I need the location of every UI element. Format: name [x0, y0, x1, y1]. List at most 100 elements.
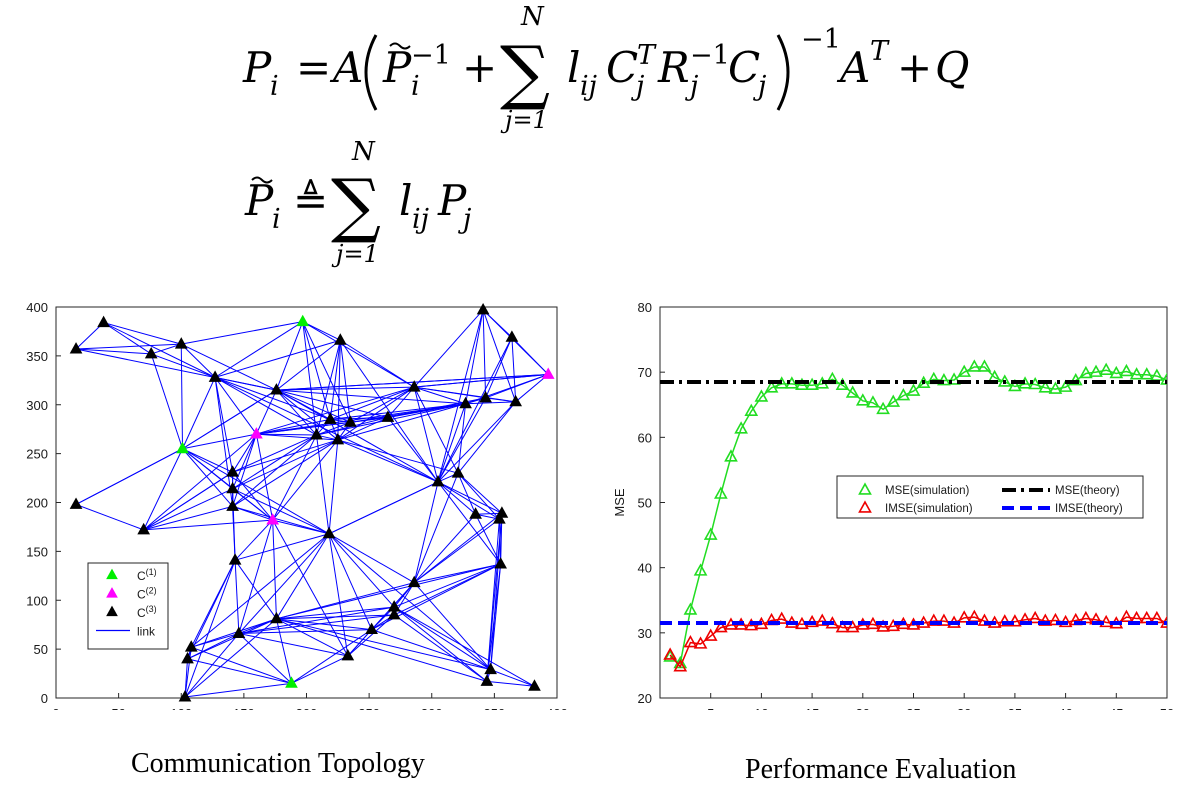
link-line [184, 682, 292, 698]
x-tick-label: 10 [754, 706, 768, 710]
link-line [184, 658, 189, 698]
link-line [414, 373, 549, 388]
y-tick-label: 150 [26, 544, 48, 559]
legend-c2-marker [106, 587, 118, 598]
imse-simulation-point [815, 613, 830, 626]
eq2-def: ≜ [293, 176, 328, 225]
imse-simulation-point [693, 636, 708, 649]
node-c3-marker [208, 370, 222, 382]
mse-simulation-point [835, 377, 850, 390]
mse-simulation-point [1048, 381, 1063, 394]
link-line [485, 397, 516, 403]
link-line [256, 418, 331, 435]
link-line [393, 606, 491, 671]
imse-simulation-point [1028, 610, 1043, 624]
link-line [182, 389, 277, 450]
node-c3-marker [407, 575, 421, 588]
link-line [330, 403, 466, 420]
link-line [143, 505, 233, 531]
link-line [256, 386, 415, 435]
mse-simulation-point [1119, 363, 1134, 377]
eq1-c: C [606, 43, 638, 92]
link-line [291, 655, 349, 684]
link-line [276, 582, 415, 620]
link-line [151, 343, 182, 355]
link-line [232, 433, 257, 507]
link-line [316, 421, 351, 436]
node-c2-marker [541, 367, 555, 379]
mse-simulation-point [693, 563, 708, 576]
legend-link-label: link [137, 625, 156, 639]
eq1-a2-sup: T [870, 36, 890, 67]
link-line [75, 448, 183, 505]
y-tick-label: 300 [26, 398, 48, 413]
eq1-ptilde-sub: i [411, 71, 420, 102]
mse-simulation-point [1038, 380, 1053, 393]
link-line [232, 439, 339, 507]
node-c3-marker [493, 512, 506, 524]
imse-simulation-point [713, 620, 728, 633]
y-tick-label: 200 [26, 496, 48, 511]
x-tick-label: 100 [170, 706, 192, 710]
mse-simulation-point [906, 383, 921, 396]
mse-simulation-point [1008, 378, 1022, 392]
mse-simulation-point [1089, 364, 1103, 377]
eq1-ptilde: P [382, 43, 412, 92]
mse-simulation-point [1129, 367, 1144, 380]
y-axis-label: MSE [612, 488, 627, 517]
link-line [328, 533, 395, 608]
x-tick-label: 25 [906, 706, 920, 710]
link-line [498, 519, 502, 565]
link-line [103, 322, 216, 378]
node-c3-marker [333, 333, 347, 345]
link-line [182, 448, 233, 507]
mse-simulation-point [886, 394, 901, 407]
link-line [437, 309, 484, 483]
link-line [413, 512, 503, 584]
link-line [256, 433, 338, 441]
node-c3-marker [144, 346, 158, 359]
x-tick-label: 400 [546, 706, 568, 710]
mse-simulation-point [977, 359, 992, 372]
imse-simulation-point [1048, 612, 1063, 626]
link-line [191, 618, 277, 648]
link-line [457, 472, 477, 515]
mse-simulation-point [1058, 379, 1073, 392]
link-line [387, 417, 439, 483]
mse-simulation-point [866, 395, 880, 408]
node-c3-marker [178, 690, 192, 702]
eq1-left-paren [364, 34, 378, 111]
link-line [232, 433, 257, 473]
imse-simulation-point [876, 619, 890, 632]
eq1-plus2: + [897, 43, 932, 92]
node-c3-marker [387, 607, 401, 620]
link-line [457, 472, 503, 514]
mse-simulation-point [855, 393, 870, 406]
link-line [103, 322, 182, 345]
link-line [214, 377, 234, 507]
link-line [337, 403, 466, 441]
link-line [143, 519, 273, 531]
imse-simulation-point [957, 610, 972, 623]
node-c3-marker [431, 475, 445, 487]
link-line [486, 564, 502, 682]
node-c3-marker [181, 651, 194, 664]
link-line [276, 606, 395, 620]
node-c3-marker [137, 522, 151, 535]
node-c3-marker [469, 507, 482, 519]
link-line [337, 417, 389, 441]
y-tick-label: 50 [34, 642, 48, 657]
mse-simulation-point [683, 602, 698, 615]
eq1-right-paren [776, 34, 790, 111]
link-line [232, 505, 330, 535]
eq1-q: Q [935, 43, 969, 92]
mse-simulation-point [997, 374, 1012, 387]
link-line [234, 519, 274, 561]
mse-simulation-point [713, 486, 728, 499]
node-c3-marker [509, 394, 523, 407]
node-c3-marker [226, 499, 239, 511]
node-c3-marker [226, 481, 239, 494]
link-line [482, 309, 517, 402]
link-line [393, 606, 535, 687]
node-c3-marker [97, 315, 110, 328]
